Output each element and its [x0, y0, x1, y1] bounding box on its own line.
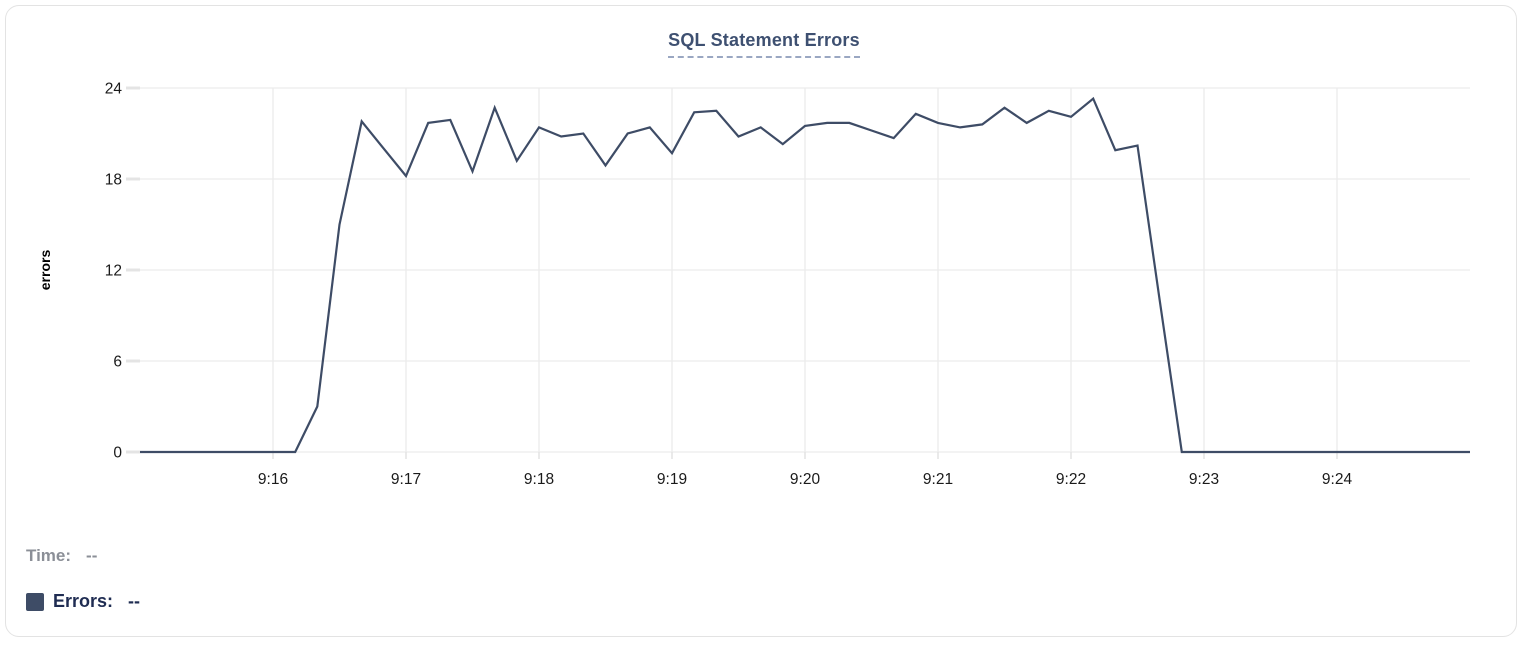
legend-errors-value: --	[128, 591, 141, 611]
y-tick-label: 6	[113, 354, 122, 371]
legend-time-value: --	[86, 546, 98, 565]
series-line-errors[interactable]	[140, 96, 1470, 454]
x-tick-label: 9:21	[923, 471, 953, 488]
y-axis-title: errors	[37, 250, 53, 291]
x-tick-label: 9:23	[1189, 471, 1219, 488]
chart-header: SQL Statement Errors	[0, 30, 1528, 58]
x-tick-label: 9:20	[790, 471, 821, 488]
chart-card	[5, 5, 1517, 637]
x-tick-label: 9:24	[1322, 471, 1353, 488]
errors-line-chart-plot-area[interactable]: 0 6 12 18 24 9:16 9:17 9:18 9:19 9:20 9:21 9:22 9:23…	[0, 0, 1528, 500]
x-tick-label: 9:18	[524, 471, 554, 488]
chart-title[interactable]: SQL Statement Errors	[668, 30, 860, 58]
errors-series-swatch-icon	[26, 592, 44, 611]
y-tick-label: 18	[105, 172, 122, 189]
x-tick-label: 9:16	[258, 471, 288, 488]
legend-errors-label: Errors:	[53, 591, 114, 611]
legend-errors-row[interactable]: Errors: --	[26, 591, 140, 612]
x-tick-label: 9:22	[1056, 471, 1086, 488]
x-tick-label: 9:19	[657, 471, 687, 488]
legend-time-label: Time:	[26, 546, 72, 565]
y-tick-label: 12	[105, 263, 122, 280]
x-tick-label: 9:17	[391, 471, 421, 488]
y-tick-label: 0	[113, 445, 122, 462]
legend-time-row: Time: --	[26, 546, 97, 566]
y-tick-label: 24	[105, 81, 123, 98]
